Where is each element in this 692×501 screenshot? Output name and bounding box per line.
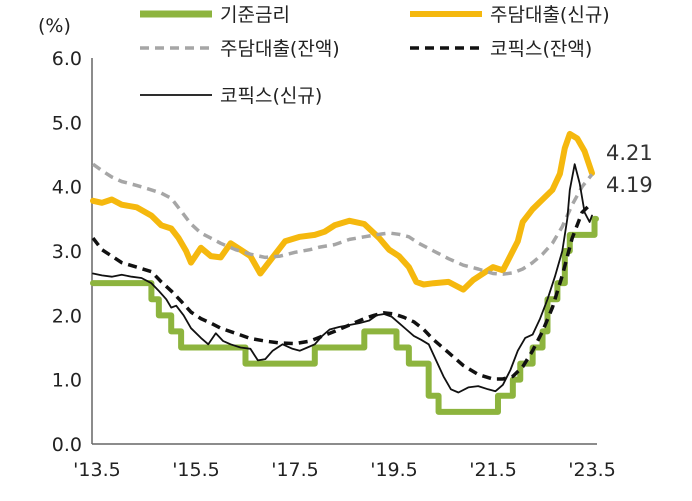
x-tick-label: '19.5: [370, 459, 418, 481]
y-tick-label: 2.0: [52, 305, 82, 327]
series-line-mortgage-balance: [91, 162, 594, 276]
legend-item-base-rate: 기준금리: [140, 4, 290, 26]
legend-item-cofix-new: 코픽스(신규): [140, 85, 322, 107]
end-label-mortgage-new: 4.21: [606, 141, 653, 165]
legend-label-mortgage-balance: 주담대출(잔액): [220, 38, 340, 60]
legend-label-base-rate: 기준금리: [220, 4, 290, 26]
chart-axes: [91, 58, 597, 445]
series-line-cofix-balance: [91, 201, 594, 381]
end-label-mortgage-balance: 4.19: [606, 173, 653, 197]
x-tick-label: '17.5: [271, 459, 319, 481]
y-tick-label: 6.0: [52, 48, 82, 70]
legend-item-cofix-balance: 코픽스(잔액): [410, 38, 592, 60]
series-lines: [89, 130, 600, 415]
legend-item-mortgage-new: 주담대출(신규): [410, 4, 610, 26]
legend-label-mortgage-new: 주담대출(신규): [490, 4, 610, 26]
y-tick-label: 5.0: [52, 112, 82, 134]
y-axis-unit-label: (%): [38, 15, 71, 37]
legend-label-cofix-balance: 코픽스(잔액): [490, 38, 592, 60]
x-tick-label: '13.5: [73, 459, 121, 481]
legend-label-cofix-new: 코픽스(신규): [220, 85, 322, 107]
y-tick-label: 4.0: [52, 177, 82, 199]
series-line-cofix-new: [92, 163, 593, 394]
x-tick-label: '23.5: [568, 459, 616, 481]
series-line-mortgage-new: [90, 130, 595, 293]
y-tick-label: 3.0: [52, 241, 82, 263]
legend-item-mortgage-balance: 주담대출(잔액): [140, 38, 340, 60]
y-tick-label: 1.0: [52, 370, 82, 392]
y-tick-label: 0.0: [52, 434, 82, 456]
series-line-base-rate: [89, 215, 600, 415]
x-tick-label: '15.5: [172, 459, 220, 481]
x-tick-labels: '13.5 '15.5 '17.5 '19.5 '21.5 '23.5: [73, 459, 616, 481]
x-tick-label: '21.5: [469, 459, 517, 481]
y-tick-labels: 0.0 1.0 2.0 3.0 4.0 5.0 6.0: [52, 48, 82, 456]
chart-legend: 기준금리 주담대출(신규) 주담대출(잔액) 코픽스(잔액) 코픽스(신규): [140, 4, 610, 107]
